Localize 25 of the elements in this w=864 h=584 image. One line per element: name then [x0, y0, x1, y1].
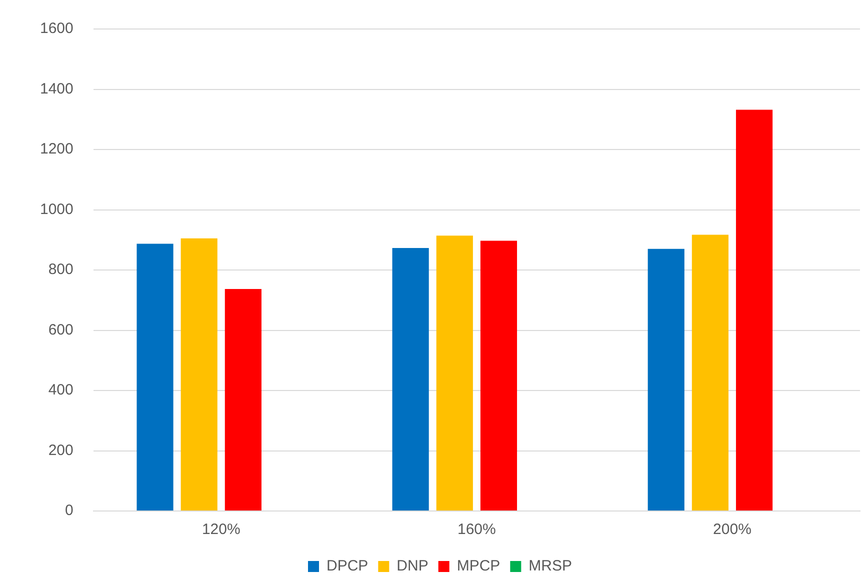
- x-tick-label: 200%: [713, 521, 752, 538]
- x-tick-label: 160%: [457, 521, 496, 538]
- y-tick-label: 200: [48, 442, 74, 459]
- bar: [224, 288, 262, 510]
- y-tick-label: 400: [48, 382, 74, 399]
- bar: [648, 248, 684, 510]
- y-tick-label: 800: [48, 261, 74, 278]
- bar: [692, 234, 728, 510]
- legend-label: DNP: [396, 558, 428, 575]
- bar: [136, 244, 174, 510]
- y-tick-label: 1200: [40, 140, 74, 158]
- bar: [436, 236, 473, 510]
- y-tick-label: 600: [48, 321, 74, 338]
- bar: [180, 238, 218, 510]
- bar: [480, 240, 518, 510]
- x-tick-label: 120%: [202, 521, 240, 538]
- y-tick-label: 1000: [40, 200, 74, 218]
- legend-label: DPCP: [326, 558, 368, 575]
- y-tick-label: 1400: [40, 80, 74, 98]
- bar: [392, 248, 429, 510]
- y-tick-label: 1600: [40, 20, 74, 38]
- legend-label: MRSP: [528, 558, 572, 575]
- legend-label: MPCP: [456, 558, 500, 575]
- y-tick-label: 0: [65, 502, 74, 520]
- bar: [736, 110, 773, 510]
